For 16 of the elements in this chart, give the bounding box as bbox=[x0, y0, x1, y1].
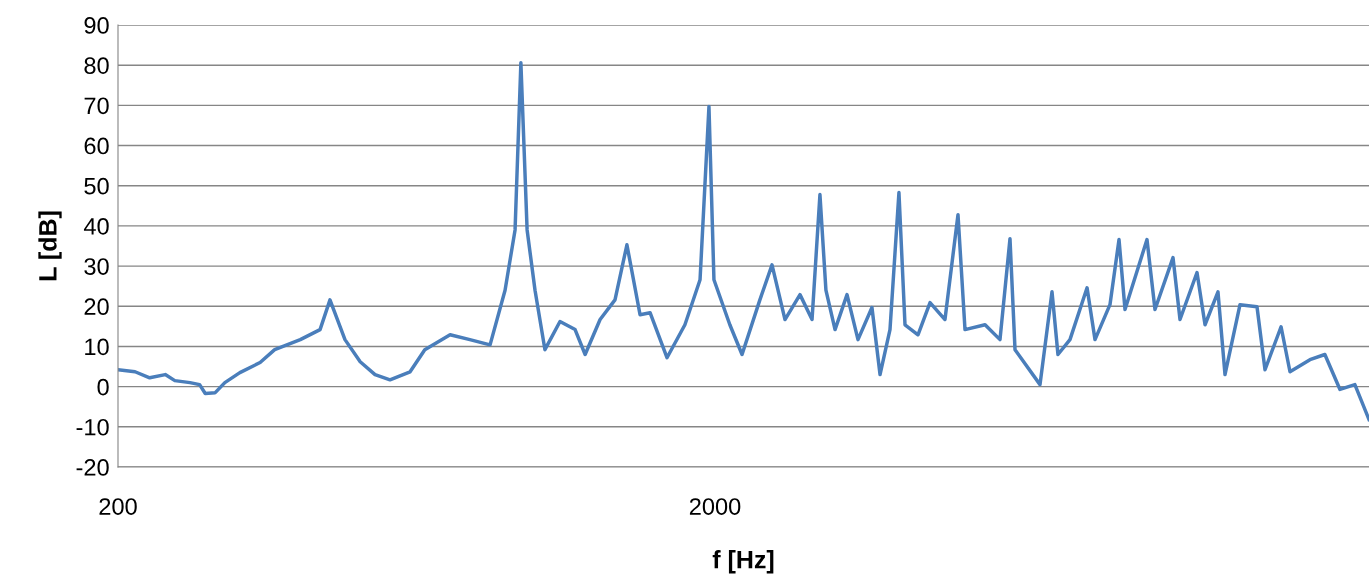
y-tick-label: 20 bbox=[84, 298, 109, 316]
y-tick-label: 50 bbox=[84, 177, 109, 195]
y-tick-label: -10 bbox=[76, 418, 109, 436]
y-tick-label: -20 bbox=[76, 459, 109, 476]
y-tick-label: 80 bbox=[84, 57, 109, 74]
y-tick-label: 0 bbox=[97, 378, 109, 396]
x-tick-label: 2000 bbox=[689, 498, 741, 515]
y-tick-label: 60 bbox=[84, 137, 109, 155]
y-tick-label: 30 bbox=[84, 258, 109, 275]
x-axis-title: f [Hz] bbox=[712, 550, 774, 574]
y-tick-label: 90 bbox=[84, 17, 109, 34]
y-tick-label: 10 bbox=[85, 338, 109, 356]
x-tick-label: 200 bbox=[99, 498, 137, 515]
y-tick-label: 70 bbox=[84, 97, 109, 115]
y-tick-label: 40 bbox=[83, 217, 109, 235]
y-axis-title: L [dB] bbox=[38, 211, 62, 281]
